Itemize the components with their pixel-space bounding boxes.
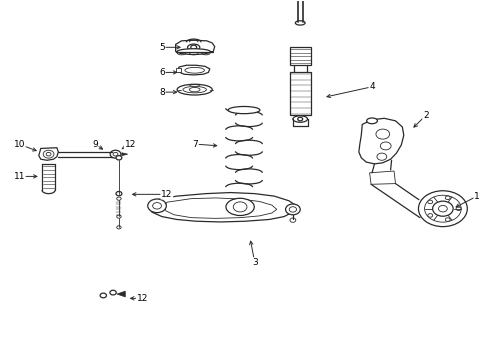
Polygon shape: [122, 153, 128, 156]
Text: 12: 12: [137, 294, 148, 303]
Ellipse shape: [188, 44, 200, 50]
Ellipse shape: [183, 86, 206, 93]
Ellipse shape: [289, 207, 296, 212]
Ellipse shape: [110, 150, 121, 158]
Ellipse shape: [113, 152, 118, 156]
Ellipse shape: [117, 197, 121, 200]
Text: 1: 1: [474, 192, 480, 201]
Ellipse shape: [228, 107, 260, 114]
Text: 5: 5: [159, 43, 165, 52]
Ellipse shape: [293, 116, 308, 122]
Ellipse shape: [439, 206, 447, 212]
Ellipse shape: [367, 118, 377, 124]
Ellipse shape: [377, 153, 387, 160]
Text: 10: 10: [14, 140, 25, 149]
Ellipse shape: [376, 129, 390, 139]
Polygon shape: [175, 40, 215, 51]
Ellipse shape: [191, 45, 196, 49]
Polygon shape: [359, 118, 404, 164]
Ellipse shape: [116, 192, 122, 196]
Text: 11: 11: [14, 172, 25, 181]
Ellipse shape: [428, 213, 433, 217]
Ellipse shape: [46, 152, 51, 156]
Ellipse shape: [298, 117, 303, 121]
Polygon shape: [39, 148, 58, 160]
Ellipse shape: [445, 196, 450, 199]
Polygon shape: [150, 193, 296, 222]
Ellipse shape: [153, 203, 161, 209]
Text: 8: 8: [159, 87, 165, 96]
Ellipse shape: [380, 142, 391, 150]
Polygon shape: [117, 291, 125, 297]
Ellipse shape: [43, 150, 54, 158]
Text: 7: 7: [192, 140, 198, 149]
Text: 2: 2: [423, 111, 429, 120]
Polygon shape: [175, 68, 180, 72]
Ellipse shape: [290, 218, 296, 222]
Text: 4: 4: [369, 82, 375, 91]
Ellipse shape: [148, 199, 166, 213]
Ellipse shape: [116, 156, 122, 160]
Ellipse shape: [286, 204, 300, 215]
Ellipse shape: [227, 202, 261, 211]
Text: 12: 12: [161, 190, 172, 199]
Ellipse shape: [117, 226, 121, 229]
Text: 3: 3: [252, 258, 258, 267]
Ellipse shape: [117, 215, 121, 218]
Ellipse shape: [424, 195, 461, 222]
Ellipse shape: [110, 290, 116, 295]
Ellipse shape: [233, 202, 247, 212]
Polygon shape: [290, 47, 311, 65]
Polygon shape: [164, 198, 277, 219]
Ellipse shape: [177, 49, 210, 54]
Ellipse shape: [226, 198, 254, 216]
Ellipse shape: [189, 87, 200, 92]
Polygon shape: [177, 65, 210, 75]
Text: 6: 6: [159, 68, 165, 77]
Ellipse shape: [418, 191, 467, 226]
Ellipse shape: [185, 67, 204, 73]
Text: 9: 9: [92, 140, 98, 149]
Ellipse shape: [428, 200, 433, 204]
Ellipse shape: [445, 218, 450, 221]
Ellipse shape: [295, 21, 305, 25]
Ellipse shape: [456, 207, 461, 211]
Ellipse shape: [177, 84, 212, 95]
Ellipse shape: [433, 201, 453, 216]
Text: 12: 12: [124, 140, 136, 149]
Ellipse shape: [100, 293, 106, 298]
Polygon shape: [291, 72, 311, 116]
Polygon shape: [369, 171, 395, 184]
